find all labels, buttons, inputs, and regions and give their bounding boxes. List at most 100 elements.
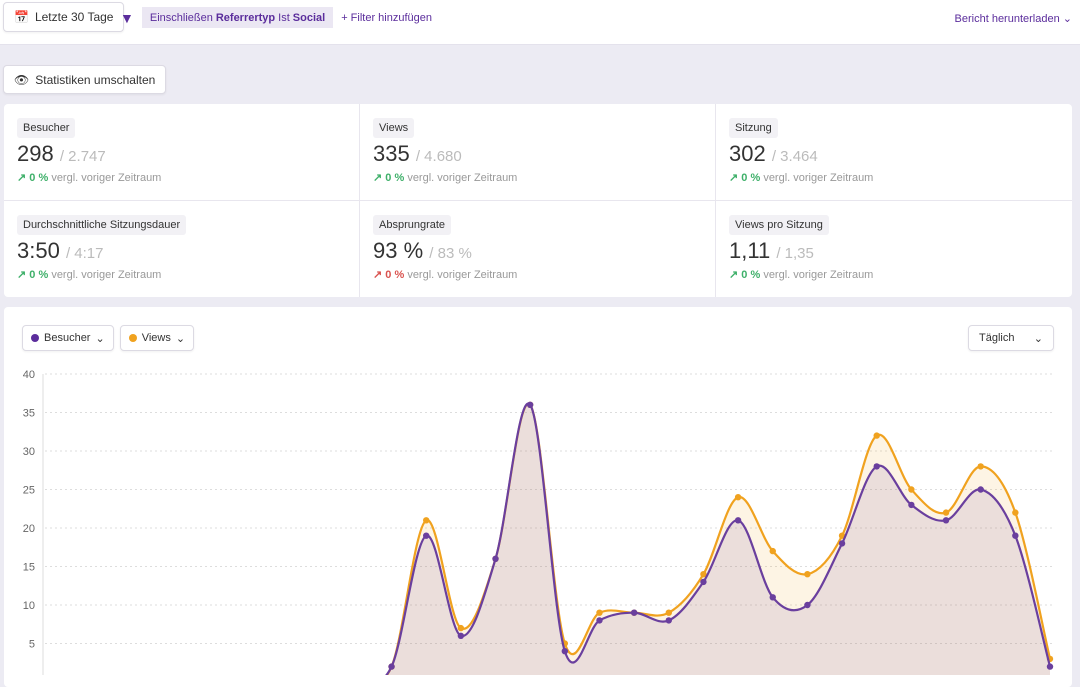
stat-current: 298 — [17, 141, 54, 166]
data-point — [1046, 663, 1054, 670]
stat-compare-label: vergl. voriger Zeitraum — [407, 268, 518, 281]
stat-card: Views pro Sitzung 1,11 / 1,35 ↗ 0 % verg… — [716, 201, 1072, 298]
data-point — [769, 594, 776, 601]
y-tick-label: 25 — [23, 485, 35, 497]
data-point — [804, 571, 811, 578]
date-range-label: Letzte 30 Tage — [34, 10, 114, 24]
stat-compare-label: vergl. voriger Zeitraum — [51, 172, 162, 184]
stat-compare-label: vergl. voriger Zeitraum — [763, 268, 874, 281]
series-area-visitors — [386, 403, 1050, 675]
data-point — [596, 609, 603, 616]
data-point — [977, 463, 984, 470]
data-point — [423, 517, 430, 524]
add-filter-link[interactable]: + Filter hinzufügen — [341, 11, 432, 24]
filter-chip[interactable]: Einschließen Referrertyp Ist Social — [141, 7, 334, 28]
interval-select[interactable]: Täglich ⌄ — [968, 325, 1054, 351]
stat-previous: / 1,35 — [776, 244, 814, 262]
y-tick-label: 10 — [23, 600, 35, 612]
trend-up-arrow-icon: ↗ — [729, 268, 739, 281]
stat-label: Views — [373, 118, 415, 138]
stat-card: Durchschnittliche Sitzungsdauer 3:50 / 4… — [4, 200, 360, 297]
trend-up-arrow-icon: ↗ — [729, 172, 739, 184]
y-tick-label: 40 — [23, 369, 35, 381]
stat-change-value: 0 % — [29, 172, 49, 184]
series-views-dropdown[interactable]: Views ⌄ — [119, 325, 195, 351]
data-point — [665, 617, 672, 624]
stat-label: Durchschnittliche Sitzungsdauer — [17, 214, 187, 235]
stat-value: 335 / 4.680 — [373, 141, 702, 167]
data-point — [1012, 532, 1019, 539]
data-point — [908, 486, 915, 493]
stat-previous: / 4:17 — [65, 244, 104, 262]
data-point — [804, 601, 811, 609]
stat-value: 302 / 3.464 — [729, 141, 1059, 167]
stat-label: Views pro Sitzung — [729, 214, 829, 235]
stat-current: 3:50 — [17, 237, 60, 263]
y-tick-label: 5 — [29, 639, 35, 651]
stat-change: ↗ 0 % vergl. voriger Zeitraum — [729, 171, 1059, 184]
series-selector-row: Besucher ⌄ Views ⌄ — [22, 325, 195, 351]
data-point — [908, 501, 915, 509]
stat-change-value: 0 % — [29, 268, 49, 281]
trend-up-arrow-icon: ↗ — [373, 268, 383, 281]
series-views-label: Views — [141, 332, 171, 344]
stat-change-value: 0 % — [741, 268, 761, 281]
filter-field: Referrertyp — [215, 11, 276, 24]
chevron-down-icon: ⌄ — [1062, 13, 1072, 25]
trend-up-arrow-icon: ↗ — [373, 172, 383, 184]
data-point — [1012, 509, 1019, 516]
data-point — [873, 463, 880, 470]
stat-change-value: 0 % — [385, 172, 405, 184]
stat-compare-label: vergl. voriger Zeitraum — [51, 268, 162, 281]
stat-card: Absprungrate 93 % / 83 % ↗ 0 % vergl. vo… — [360, 200, 716, 297]
data-point — [700, 578, 707, 586]
filter-value: Social — [292, 11, 326, 24]
stat-card: Views 335 / 4.680 ↗ 0 % vergl. voriger Z… — [360, 104, 716, 201]
data-point — [596, 617, 603, 624]
chevron-down-icon: ⌄ — [1033, 332, 1043, 345]
data-point — [769, 547, 776, 555]
toggle-stats-button[interactable]: 👁 Statistiken umschalten — [3, 65, 167, 94]
stat-change-value: 0 % — [385, 268, 405, 281]
date-range-button[interactable]: 📅 Letzte 30 Tage — [3, 2, 125, 32]
stat-compare-label: vergl. voriger Zeitraum — [763, 172, 874, 184]
stats-grid: Besucher 298 / 2.747 ↗ 0 % vergl. vorige… — [4, 104, 1072, 297]
data-point — [561, 648, 569, 655]
data-point — [838, 540, 846, 547]
stat-compare-label: vergl. voriger Zeitraum — [407, 172, 518, 184]
stat-previous: / 4.680 — [415, 148, 462, 165]
y-tick-label: 35 — [23, 408, 35, 420]
stat-current: 302 — [729, 141, 766, 166]
chart-card: Besucher ⌄ Views ⌄ Täglich ⌄ — [4, 307, 1072, 687]
stat-label: Sitzung — [729, 118, 778, 138]
data-point — [665, 609, 672, 616]
stat-value: 3:50 / 4:17 — [17, 238, 346, 264]
stat-current: 1,11 — [729, 237, 771, 263]
stat-current: 335 — [373, 141, 410, 166]
filter-icon: ▼ — [120, 9, 134, 26]
data-point — [526, 401, 534, 408]
y-tick-label: 20 — [23, 523, 35, 535]
stat-change: ↗ 0 % vergl. voriger Zeitraum — [729, 268, 1059, 281]
stat-change: ↗ 0 % vergl. voriger Zeitraum — [373, 268, 702, 281]
stat-value: 93 % / 83 % — [373, 238, 702, 264]
stat-current: 93 % — [373, 237, 424, 263]
trend-up-arrow-icon: ↗ — [17, 268, 27, 281]
calendar-icon: 📅 — [14, 10, 29, 24]
chevron-down-icon: ⌄ — [175, 332, 186, 345]
data-point — [942, 517, 950, 524]
download-label: Bericht herunterladen — [954, 13, 1060, 25]
data-point — [734, 494, 742, 501]
visitors-dot-icon — [31, 334, 39, 342]
trend-up-arrow-icon: ↗ — [17, 172, 27, 184]
stat-card: Besucher 298 / 2.747 ↗ 0 % vergl. vorige… — [4, 104, 360, 201]
data-point — [734, 517, 742, 524]
stat-change: ↗ 0 % vergl. voriger Zeitraum — [17, 171, 346, 184]
y-tick-label: 30 — [23, 446, 35, 458]
filter-prefix: Einschließen — [149, 11, 213, 24]
stat-card: Sitzung 302 / 3.464 ↗ 0 % vergl. voriger… — [716, 104, 1072, 201]
stat-value: 298 / 2.747 — [17, 141, 346, 167]
series-visitors-dropdown[interactable]: Besucher ⌄ — [22, 325, 114, 351]
data-point — [423, 532, 430, 539]
download-report-button[interactable]: Bericht herunterladen ⌄ — [955, 12, 1072, 25]
